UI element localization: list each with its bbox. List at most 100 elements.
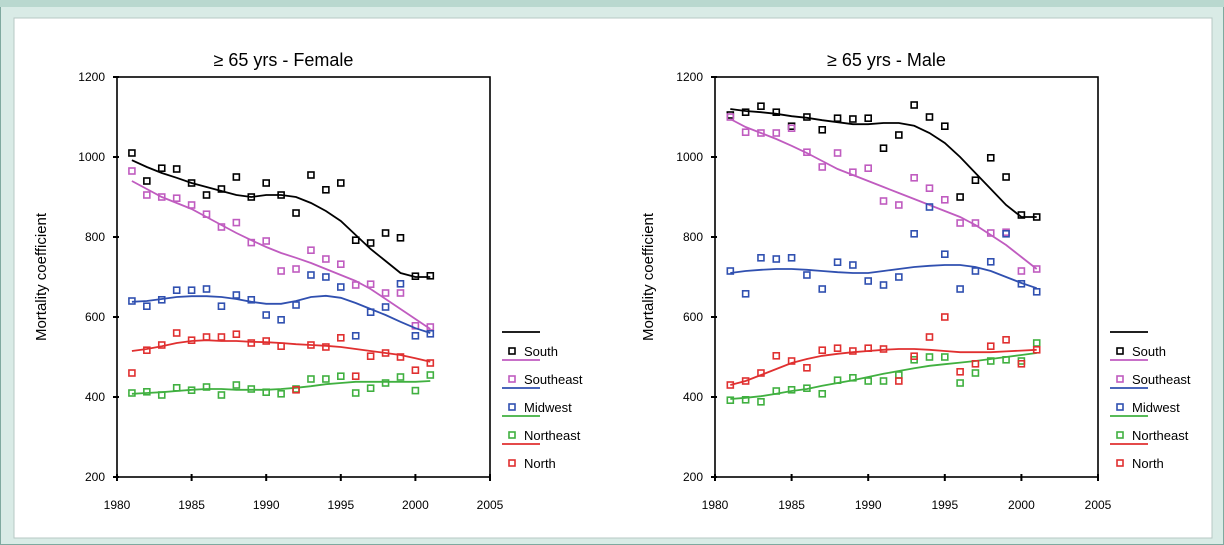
data-point bbox=[336, 333, 345, 342]
legend-label: Northeast bbox=[524, 428, 581, 443]
data-point bbox=[262, 388, 271, 397]
data-point bbox=[411, 386, 420, 395]
x-tick-label: 1980 bbox=[104, 498, 131, 512]
data-point bbox=[187, 336, 196, 345]
y-tick-label: 800 bbox=[85, 230, 105, 244]
data-point bbox=[396, 279, 405, 288]
data-point bbox=[940, 353, 949, 361]
data-point bbox=[143, 302, 151, 311]
legend-marker bbox=[1116, 375, 1124, 383]
data-point bbox=[381, 349, 390, 357]
data-point bbox=[232, 381, 241, 389]
data-point bbox=[757, 397, 765, 406]
data-point bbox=[128, 389, 136, 397]
data-point bbox=[986, 357, 995, 365]
data-point bbox=[803, 148, 811, 156]
data-point bbox=[971, 359, 980, 368]
data-point bbox=[940, 313, 949, 321]
data-point bbox=[956, 193, 964, 201]
data-point bbox=[895, 131, 903, 139]
data-point bbox=[757, 254, 765, 262]
data-point bbox=[336, 283, 345, 291]
data-point bbox=[322, 186, 330, 194]
data-point bbox=[426, 329, 435, 338]
data-point bbox=[187, 286, 196, 295]
y-tick-label: 400 bbox=[85, 390, 105, 404]
y-tick-label: 1200 bbox=[78, 70, 105, 84]
data-point bbox=[351, 389, 360, 397]
data-point bbox=[307, 271, 315, 279]
data-point bbox=[247, 193, 256, 201]
legend-entry-south: South bbox=[1110, 331, 1166, 359]
data-point bbox=[157, 341, 166, 349]
data-point bbox=[849, 115, 857, 123]
x-tick-label: 1995 bbox=[931, 498, 958, 512]
legend-marker bbox=[1116, 403, 1124, 411]
data-point bbox=[956, 379, 964, 387]
data-point bbox=[143, 346, 151, 355]
data-point bbox=[864, 377, 873, 385]
data-point bbox=[351, 372, 360, 381]
data-point bbox=[172, 194, 181, 202]
data-point bbox=[772, 129, 781, 137]
x-tick-label: 1995 bbox=[327, 498, 354, 512]
legend-entry-southeast: Southeast bbox=[1110, 359, 1191, 387]
data-point bbox=[1002, 355, 1010, 364]
data-point bbox=[202, 191, 211, 199]
data-point bbox=[396, 234, 405, 242]
data-point bbox=[396, 353, 405, 361]
legend-label: Midwest bbox=[524, 400, 572, 415]
data-point bbox=[411, 272, 420, 281]
legend-marker bbox=[1116, 459, 1124, 467]
data-point bbox=[895, 201, 903, 209]
data-point bbox=[971, 219, 980, 227]
data-point bbox=[292, 385, 300, 394]
legend-label: North bbox=[1132, 456, 1164, 471]
legend-marker bbox=[508, 403, 516, 411]
data-point bbox=[396, 289, 405, 297]
data-point bbox=[381, 229, 390, 237]
y-tick-label: 400 bbox=[683, 390, 703, 404]
data-point bbox=[879, 281, 888, 289]
data-point bbox=[351, 281, 360, 289]
data-point bbox=[426, 371, 435, 379]
data-point bbox=[307, 246, 315, 254]
series-north bbox=[726, 313, 1041, 389]
data-point bbox=[336, 179, 345, 187]
data-point bbox=[202, 210, 211, 218]
data-point bbox=[787, 254, 796, 262]
trend-line bbox=[131, 380, 431, 395]
data-point bbox=[741, 395, 750, 404]
series-southeast bbox=[128, 167, 435, 331]
data-point bbox=[787, 357, 796, 365]
legend-label: Northeast bbox=[1132, 428, 1189, 443]
y-tick-label: 600 bbox=[683, 310, 703, 324]
x-tick-label: 1990 bbox=[253, 498, 280, 512]
data-point bbox=[217, 333, 226, 341]
x-tick-label: 1990 bbox=[855, 498, 882, 512]
data-point bbox=[1032, 265, 1041, 273]
data-point bbox=[381, 289, 390, 297]
data-point bbox=[986, 342, 995, 351]
data-point bbox=[187, 179, 196, 187]
x-tick-label: 1980 bbox=[702, 498, 729, 512]
series-northeast bbox=[128, 371, 435, 399]
data-point bbox=[128, 297, 136, 305]
data-point bbox=[986, 229, 995, 237]
data-point bbox=[351, 331, 360, 340]
data-point bbox=[411, 331, 420, 340]
data-point bbox=[1017, 279, 1026, 288]
figure-panel bbox=[13, 17, 1213, 539]
data-point bbox=[726, 381, 735, 389]
data-point bbox=[247, 385, 256, 393]
legend-entry-northeast: Northeast bbox=[502, 415, 581, 443]
data-point bbox=[381, 303, 390, 311]
legend-marker bbox=[508, 431, 516, 439]
legend-entry-midwest: Midwest bbox=[502, 387, 572, 415]
data-point bbox=[741, 377, 750, 385]
series-northeast bbox=[726, 339, 1041, 406]
data-point bbox=[128, 369, 136, 377]
data-point bbox=[956, 367, 964, 376]
data-point bbox=[818, 389, 827, 398]
data-point bbox=[1017, 267, 1026, 275]
